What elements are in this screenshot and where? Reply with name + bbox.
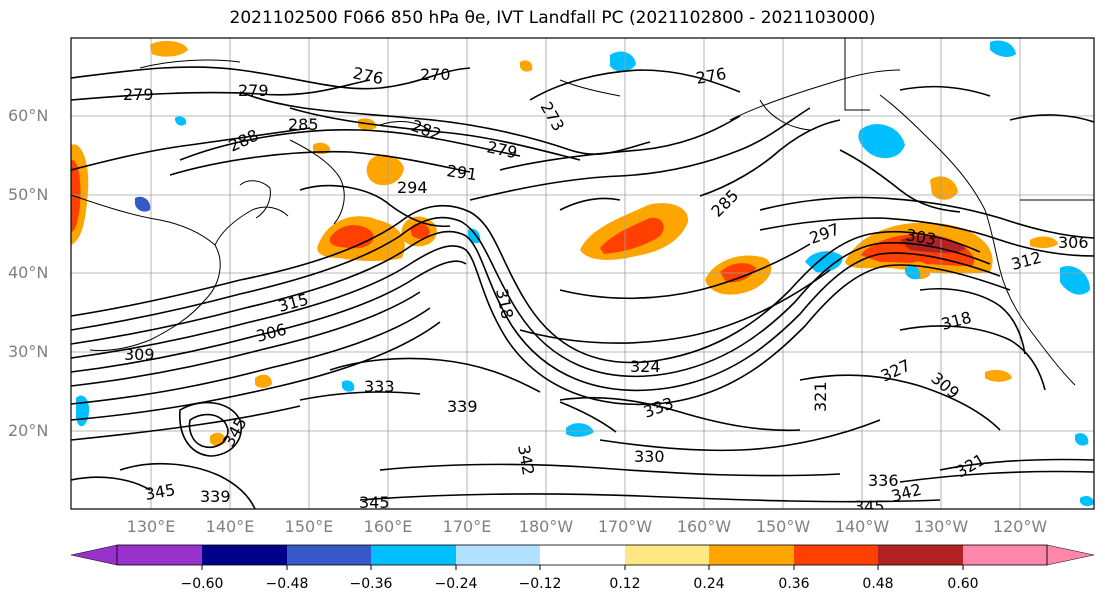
colorbar-segment: [540, 545, 625, 565]
colorbar-segment: [794, 545, 879, 565]
contour-label: 309: [124, 345, 155, 364]
colorbar-tick-label: −0.48: [265, 576, 309, 592]
colorbar-tick-label: −0.60: [180, 576, 224, 592]
colorbar-segment: [202, 545, 287, 565]
lon-label: 130°E: [126, 517, 176, 536]
negative-anomaly: [1080, 496, 1094, 507]
contour-labels: 279 279 276 270 273 276 288 285 282 279 …: [123, 63, 1089, 516]
map-frame: [70, 37, 1095, 510]
contour-label: 306: [1058, 233, 1089, 252]
lon-label: 130°W: [913, 517, 969, 536]
lon-label: 120°W: [992, 517, 1048, 536]
colorbar-tick-label: −0.36: [349, 576, 393, 592]
colorbar-tick-label: 0.60: [947, 576, 979, 592]
colorbar-segment: [709, 545, 794, 565]
lat-label: 50°N: [8, 185, 49, 204]
positive-anomaly: [366, 154, 404, 186]
colorbar-segment: [878, 545, 963, 565]
colorbar-min-extend: [70, 544, 118, 566]
lat-label: 30°N: [8, 342, 49, 361]
lon-label: 160°E: [363, 517, 413, 536]
contour-label: 270: [420, 65, 451, 84]
negative-anomaly: [805, 251, 843, 273]
colorbar-segment: [625, 545, 710, 565]
lon-label: 170°E: [442, 517, 492, 536]
colorbar-tick-label: 0.24: [693, 576, 725, 592]
contour-label: 321: [811, 381, 830, 412]
positive-anomaly: [985, 370, 1012, 382]
contour-label: 324: [630, 357, 661, 376]
positive-anomaly: [255, 374, 272, 388]
colorbar-segment: [963, 545, 1047, 565]
negative-anomaly: [990, 40, 1016, 57]
colorbar-tick-label: −0.24: [434, 576, 478, 592]
lon-label: 150°W: [755, 517, 811, 536]
contour-label: 285: [288, 115, 319, 134]
contour-label: 345: [854, 497, 885, 516]
contour-label: 279: [238, 81, 269, 100]
positive-anomaly: [150, 40, 188, 57]
contour-label: 345: [359, 493, 390, 512]
positive-anomaly: [1030, 236, 1058, 248]
lat-label: 40°N: [8, 263, 49, 282]
theta-e-contours: [71, 66, 1094, 509]
negative-anomaly: [175, 116, 187, 126]
negative-anomaly: [1075, 433, 1089, 446]
contour-label: 333: [364, 377, 395, 396]
colorbar-segment: [371, 545, 456, 565]
lon-label: 160°W: [676, 517, 732, 536]
lon-label: 140°E: [205, 517, 255, 536]
negative-anomaly: [905, 265, 921, 280]
lat-label: 20°N: [8, 421, 49, 440]
colorbar: [70, 544, 1095, 570]
colorbar-segment: [287, 545, 372, 565]
positive-anomaly: [600, 217, 664, 254]
negative-anomaly: [858, 124, 905, 159]
colorbar-segment: [456, 545, 541, 565]
contour-label: 294: [397, 178, 428, 197]
contour-label: 339: [200, 487, 231, 506]
colorbar-tick-label: −0.12: [518, 576, 562, 592]
positive-anomaly: [410, 223, 430, 239]
lon-label: 170°W: [597, 517, 653, 536]
negative-anomaly: [610, 51, 636, 72]
negative-anomaly: [468, 228, 481, 244]
positive-anomaly: [900, 235, 966, 253]
colorbar-tick-label: 0.12: [609, 576, 641, 592]
lat-label: 60°N: [8, 106, 49, 125]
positive-anomaly: [71, 159, 81, 232]
contour-label: 330: [634, 447, 665, 466]
colorbar-tick-label: 0.48: [862, 576, 894, 592]
positive-anomaly: [930, 176, 958, 200]
coastlines: [71, 38, 1094, 386]
lon-label: 140°W: [834, 517, 890, 536]
lon-label: 150°E: [284, 517, 334, 536]
contour-label: 279: [123, 85, 154, 104]
colorbar-tick-label: 0.36: [778, 576, 810, 592]
pc-shading: [71, 40, 1094, 507]
colorbar-segment: [117, 545, 202, 565]
negative-anomaly: [342, 380, 355, 392]
contour-label: 339: [447, 397, 478, 416]
map-title: 2021102500 F066 850 hPa θe, IVT Landfall…: [229, 8, 876, 28]
positive-anomaly: [520, 60, 533, 72]
lon-label: 180°W: [518, 517, 574, 536]
contour-label: 291: [445, 161, 478, 184]
colorbar-max-extend: [1046, 544, 1095, 566]
contour-label: 336: [868, 471, 899, 490]
negative-anomaly: [135, 196, 151, 212]
negative-anomaly: [566, 423, 594, 437]
